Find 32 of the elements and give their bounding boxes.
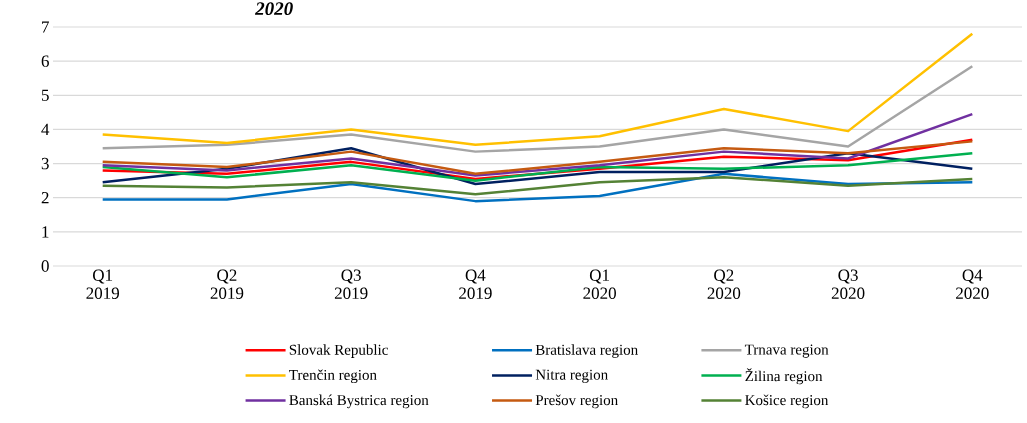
legend-label: Banská Bystrica region — [289, 394, 429, 409]
y-tick-label: 5 — [41, 89, 49, 101]
legend-label: Bratislava region — [535, 344, 638, 358]
legend-label: Trenčin region — [289, 369, 377, 384]
x-tick-label: Q4 2020 — [956, 269, 989, 299]
y-tick-label: 6 — [41, 55, 49, 67]
line-series — [101, 152, 974, 182]
line-series — [101, 175, 974, 196]
legend-label: Žilina region — [745, 368, 823, 385]
x-tick-label: Q3 2019 — [334, 269, 368, 299]
x-tick-label: Q2 2019 — [210, 269, 244, 299]
y-tick-label: 7 — [42, 21, 49, 33]
x-tick-label: Q1 2019 — [86, 269, 120, 299]
x-tick-label: Q1 2020 — [583, 269, 616, 299]
line-series — [101, 65, 974, 153]
legend-label: Prešov region — [535, 394, 618, 409]
y-tick-label: 4 — [41, 123, 50, 136]
y-tick-label: 1 — [42, 226, 49, 238]
x-tick-label: Q3 2020 — [831, 269, 865, 299]
legend-label: Nitra region — [535, 369, 608, 383]
legend-label: Košice region — [745, 394, 829, 409]
line-series — [101, 172, 974, 203]
line-series — [101, 32, 974, 147]
legend-label: Slovak Republic — [289, 344, 388, 358]
chart-title: 2020 — [254, 2, 293, 16]
line-series — [101, 112, 974, 177]
y-tick-label: 0 — [41, 260, 49, 272]
x-tick-label: Q2 2020 — [707, 269, 741, 299]
legend-label: Trnava region — [744, 344, 829, 358]
y-tick-label: 2 — [41, 192, 49, 204]
y-tick-label: 3 — [41, 157, 49, 170]
x-tick-label: Q4 2019 — [459, 269, 492, 299]
